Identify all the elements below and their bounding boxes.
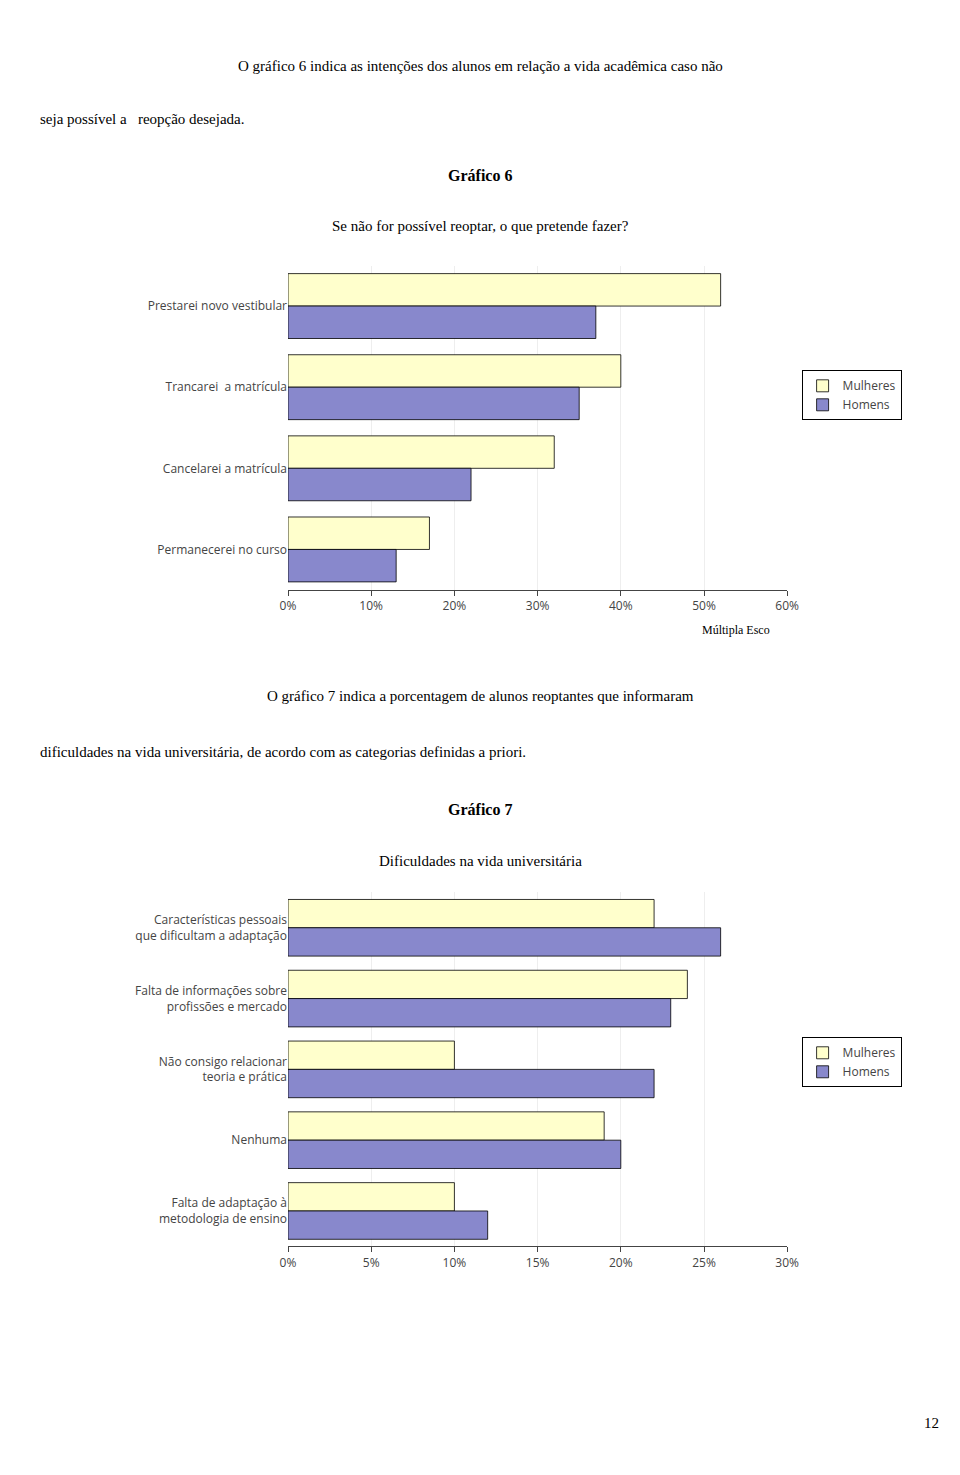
svg-text:Mulheres: Mulheres bbox=[843, 1044, 896, 1061]
svg-text:Permanecerei no curso: Permanecerei no curso bbox=[157, 541, 287, 558]
svg-text:Falta de adaptação àmetodologi: Falta de adaptação àmetodologia de ensin… bbox=[159, 1194, 287, 1227]
svg-text:Homens: Homens bbox=[843, 1063, 890, 1080]
svg-text:15%: 15% bbox=[526, 1254, 550, 1271]
svg-text:10%: 10% bbox=[443, 1254, 467, 1271]
svg-text:Dificuldades na vida universit: Dificuldades na vida universitária bbox=[379, 853, 582, 869]
svg-text:Nenhuma: Nenhuma bbox=[231, 1131, 287, 1148]
svg-text:30%: 30% bbox=[526, 597, 550, 614]
svg-text:Características pessoaisque di: Características pessoaisque dificultam a… bbox=[135, 911, 287, 944]
svg-text:Se não for possível reoptar, o: Se não for possível reoptar, o que prete… bbox=[332, 218, 629, 234]
svg-text:Gráfico 7: Gráfico 7 bbox=[448, 801, 512, 818]
svg-text:Trancarei a matrícula: Trancarei a matrícula bbox=[166, 378, 287, 395]
svg-text:Prestarei novo vestibular: Prestarei novo vestibular bbox=[148, 297, 287, 314]
svg-text:O gráfico 7 indica a porcentag: O gráfico 7 indica a porcentagem de alun… bbox=[267, 688, 694, 704]
svg-text:20%: 20% bbox=[443, 597, 467, 614]
svg-text:Gráfico 6: Gráfico 6 bbox=[448, 167, 512, 184]
svg-text:0%: 0% bbox=[280, 597, 297, 614]
svg-text:25%: 25% bbox=[692, 1254, 716, 1271]
svg-text:10%: 10% bbox=[359, 597, 383, 614]
svg-text:dificuldades na vida universit: dificuldades na vida universitária, de a… bbox=[40, 744, 526, 760]
svg-text:40%: 40% bbox=[609, 597, 633, 614]
svg-text:O gráfico 6 indica as intençõe: O gráfico 6 indica as intenções dos alun… bbox=[238, 58, 723, 74]
svg-text:Múltipla Esco: Múltipla Esco bbox=[702, 623, 770, 637]
svg-text:50%: 50% bbox=[692, 597, 716, 614]
svg-text:60%: 60% bbox=[775, 597, 799, 614]
svg-text:Não consigo relacionarteoria e: Não consigo relacionarteoria e prática bbox=[159, 1053, 287, 1086]
svg-text:5%: 5% bbox=[363, 1254, 380, 1271]
svg-text:Cancelarei a matrícula: Cancelarei a matrícula bbox=[163, 460, 287, 477]
svg-text:0%: 0% bbox=[280, 1254, 297, 1271]
svg-text:Mulheres: Mulheres bbox=[843, 377, 896, 394]
svg-text:Homens: Homens bbox=[843, 396, 890, 413]
svg-text:12: 12 bbox=[924, 1415, 939, 1431]
svg-text:Falta de informações sobreprof: Falta de informações sobreprofissões e m… bbox=[135, 982, 287, 1015]
svg-text:20%: 20% bbox=[609, 1254, 633, 1271]
svg-text:seja possível a reopção dese: seja possível a reopção desejada. bbox=[40, 111, 245, 127]
svg-text:30%: 30% bbox=[775, 1254, 799, 1271]
